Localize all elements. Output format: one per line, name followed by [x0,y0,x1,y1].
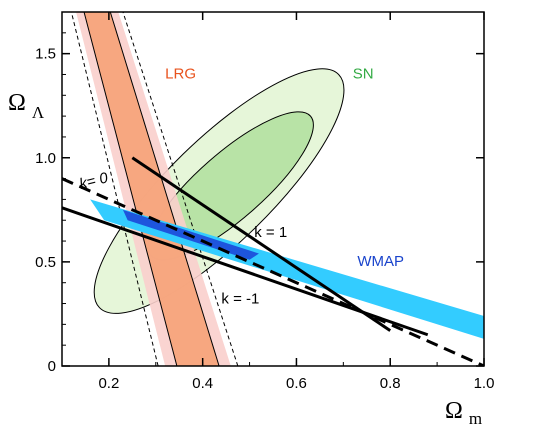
lrg-inner-band [84,12,220,366]
annotation-sn: SN [353,66,374,83]
regions [70,12,484,366]
annotation-lrg: LRG [165,66,196,83]
lrg-dashed-edge-left [70,12,159,366]
x-tick-label: 0.8 [380,375,401,392]
x-tick-label: 0.6 [286,375,307,392]
y-tick-label: 0 [48,358,56,375]
curves [62,156,484,366]
annotation-wmap: WMAP [357,253,404,270]
annotation-k1: k = 1 [254,224,287,241]
plot-frame [61,11,485,367]
x-tick-label: 0.4 [192,375,213,392]
annotations: LRG SN WMAP k = 1 k= 0 k = -1 [78,66,404,308]
lrg-dashed-edge-right [122,12,239,366]
y-tick-label: 1.5 [35,46,56,63]
ticks: 0.2 0.4 0.6 0.8 1.0 0 0.5 1.0 1.5 [35,12,494,392]
k-one-line [131,156,392,332]
y-tick-label: 0.5 [35,254,56,271]
x-axis-label: Ω m [445,398,482,425]
y-tick-label: 1.0 [35,150,56,167]
k-zero-line [62,177,484,366]
annotation-km1: k = -1 [221,291,259,308]
lrg-inner-edge-right [109,12,220,366]
lrg-inner-edge-left [83,12,178,366]
y-axis-label: Ω Λ [8,90,45,122]
annotation-k0: k= 0 [78,169,111,193]
x-tick-label: 1.0 [474,375,495,392]
x-tick-label: 0.2 [98,375,119,392]
axes [61,11,485,367]
